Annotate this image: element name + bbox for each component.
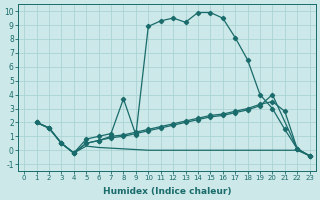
- X-axis label: Humidex (Indice chaleur): Humidex (Indice chaleur): [103, 187, 231, 196]
